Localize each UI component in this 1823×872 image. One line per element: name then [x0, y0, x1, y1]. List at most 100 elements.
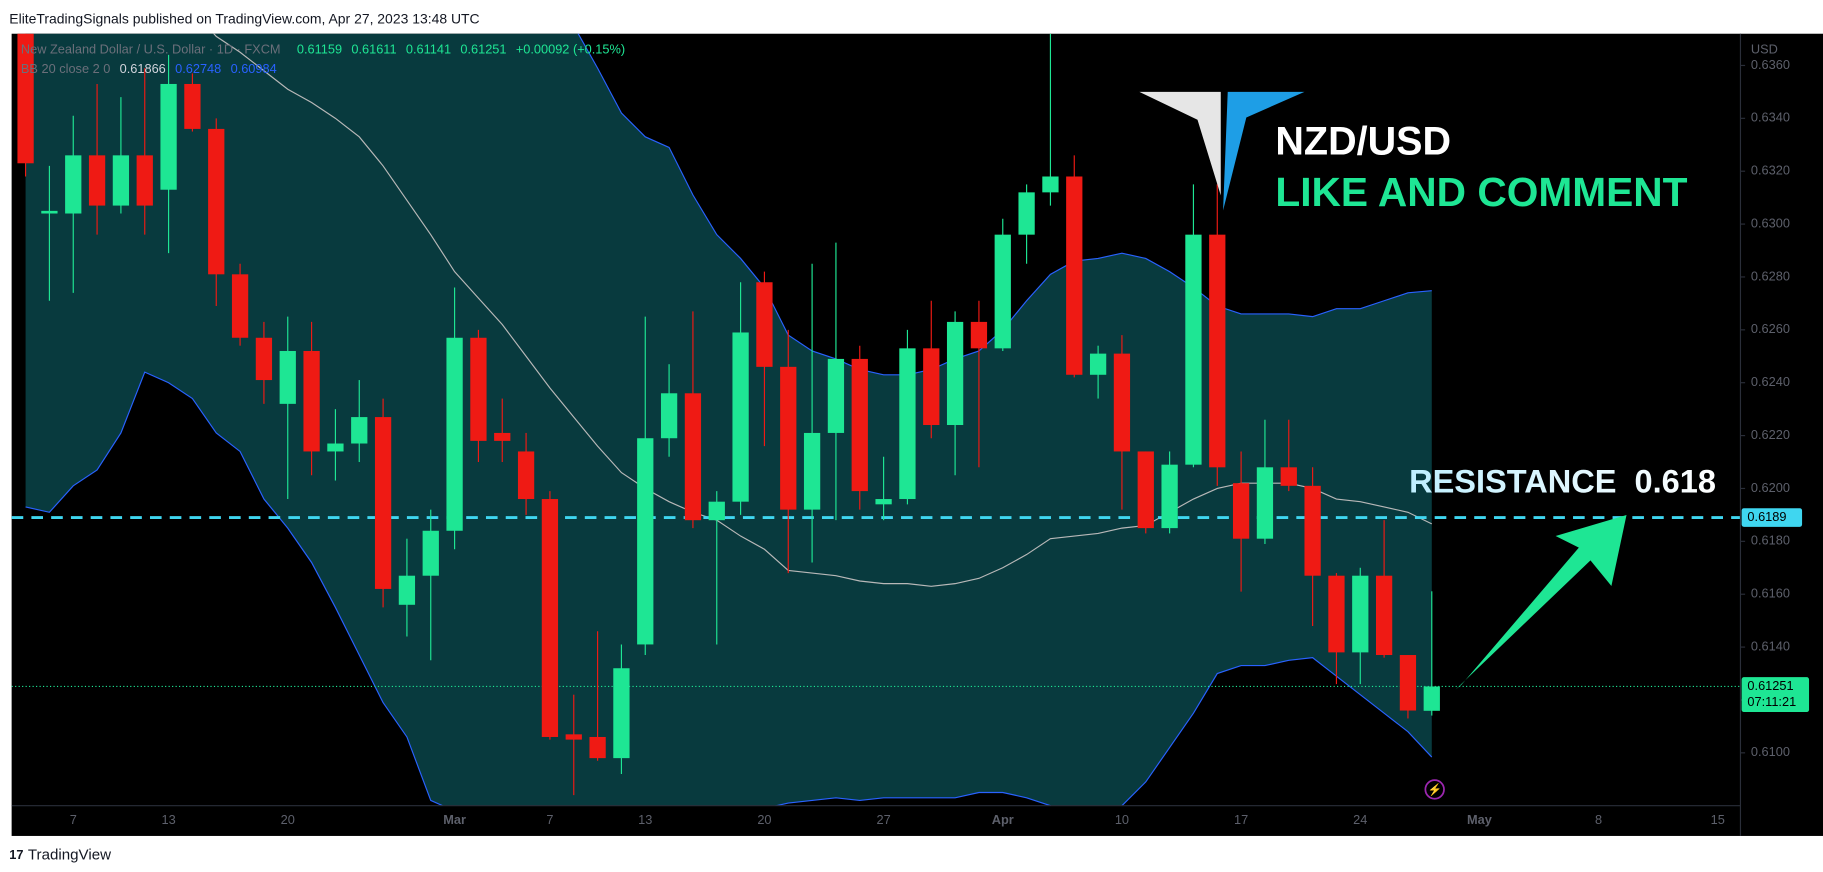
- candle-body: [136, 155, 153, 206]
- candle-body: [422, 530, 439, 576]
- event-icon[interactable]: [1424, 779, 1445, 800]
- candle-body: [994, 234, 1011, 349]
- candle-body: [1089, 353, 1107, 375]
- candle-body: [780, 366, 797, 510]
- candle-body: [184, 83, 201, 129]
- plot-area: [11, 33, 1741, 806]
- candle-body: [732, 332, 749, 502]
- candle-body: [208, 128, 225, 275]
- legend-ohlc: +0.00092 (+0.15%): [516, 41, 625, 56]
- candle-body: [1352, 575, 1369, 653]
- legend-ohlc: 0.61159: [297, 41, 342, 56]
- x-tick-label: 8: [1595, 812, 1602, 827]
- candle-body: [1018, 192, 1035, 235]
- candle-body: [1328, 575, 1345, 653]
- candle-body: [1399, 655, 1417, 711]
- candle-body: [660, 393, 678, 439]
- band-lower: [25, 371, 1433, 806]
- x-tick-label: Mar: [443, 812, 466, 827]
- y-tick-label: 0.6220: [1751, 427, 1790, 442]
- legend-ohlc: 0.61251: [460, 41, 506, 56]
- candle-body: [470, 337, 487, 441]
- currency: USD: [1751, 41, 1778, 56]
- candle-body: [1232, 483, 1250, 539]
- y-tick-label: 0.6160: [1751, 586, 1790, 601]
- band-basis: [213, 33, 1433, 587]
- candle-body: [1304, 485, 1321, 576]
- candle-body: [565, 734, 582, 740]
- candle-body: [398, 575, 416, 605]
- candle-body: [708, 501, 725, 521]
- candle-body: [803, 432, 821, 510]
- legend-indicator-value: 0.60984: [231, 61, 277, 76]
- candle-body: [827, 358, 845, 433]
- candle-body: [374, 417, 392, 589]
- brand: 17 TradingView: [9, 847, 111, 864]
- candle-body: [279, 350, 296, 404]
- candle-body: [494, 432, 511, 441]
- x-tick-label: 10: [1115, 812, 1129, 827]
- candle-body: [17, 33, 34, 164]
- candle-body: [684, 393, 702, 521]
- legend-symbol: New Zealand Dollar / U.S. Dollar · 1D · …: [21, 41, 281, 56]
- brand-icon: 17: [9, 847, 23, 862]
- y-tick-label: 0.6180: [1751, 533, 1790, 548]
- pair-annotation: NZD/USD: [1275, 120, 1451, 164]
- candle-body: [255, 337, 273, 381]
- y-tick-label: 0.6260: [1751, 321, 1790, 336]
- candle-body: [589, 736, 606, 759]
- countdown-label: 07:11:21: [1747, 694, 1796, 709]
- candle-body: [875, 499, 892, 505]
- candle-body: [946, 321, 964, 426]
- candle-body: [541, 499, 559, 737]
- x-tick-label: 27: [876, 812, 890, 827]
- candle-body: [899, 348, 916, 500]
- candle-body: [160, 83, 177, 190]
- publisher: EliteTradingSignals published on Trading…: [9, 10, 479, 26]
- y-tick-label: 0.6200: [1751, 480, 1790, 495]
- x-tick-label: 7: [70, 812, 77, 827]
- band-fill: [25, 33, 1432, 806]
- legend-indicator-value: 0.62748: [175, 61, 221, 76]
- candle-body: [303, 350, 320, 452]
- candle-body: [41, 210, 58, 214]
- candle-body: [756, 282, 773, 367]
- candle-body: [1375, 575, 1393, 656]
- x-tick-label: 24: [1353, 812, 1367, 827]
- y-tick-label: 0.6140: [1751, 638, 1790, 653]
- call-annotation: LIKE AND COMMENT: [1275, 169, 1687, 215]
- legend-indicator: BB 20 close 2 0: [21, 61, 110, 76]
- resistance-label: 0.6189: [1747, 509, 1786, 524]
- candle-body: [1209, 234, 1226, 468]
- candle-body: [112, 155, 130, 206]
- candle-body: [1280, 467, 1297, 486]
- candle-body: [517, 451, 535, 500]
- x-tick-label: 13: [161, 812, 175, 827]
- legend-ohlc: 0.61611: [351, 41, 396, 56]
- candle-body: [1113, 353, 1131, 452]
- candle-body: [1042, 176, 1059, 193]
- y-tick-label: 0.6100: [1751, 744, 1790, 759]
- y-tick-label: 0.6360: [1751, 57, 1790, 72]
- candle-body: [923, 348, 940, 426]
- x-tick-label: 20: [281, 812, 295, 827]
- candle-body: [1161, 464, 1178, 529]
- candle-body: [88, 155, 106, 206]
- candle-body: [65, 155, 82, 214]
- legend-indicator-value: 0.61866: [120, 61, 166, 76]
- x-tick-label: May: [1467, 812, 1493, 827]
- y-tick-label: 0.6280: [1751, 268, 1790, 283]
- y-tick-label: 0.6340: [1751, 110, 1790, 125]
- arrow: [1455, 515, 1627, 690]
- x-tick-label: 7: [546, 812, 553, 827]
- candle-body: [327, 443, 344, 452]
- price-label: 0.61251: [1747, 678, 1793, 693]
- candle-body: [613, 668, 630, 759]
- candle-body: [851, 358, 868, 492]
- logo-right: [1223, 91, 1305, 211]
- brand-name: TradingView: [28, 847, 111, 864]
- event-icon-glyph: ⚡: [1427, 783, 1441, 797]
- x-tick-label: Apr: [992, 812, 1014, 827]
